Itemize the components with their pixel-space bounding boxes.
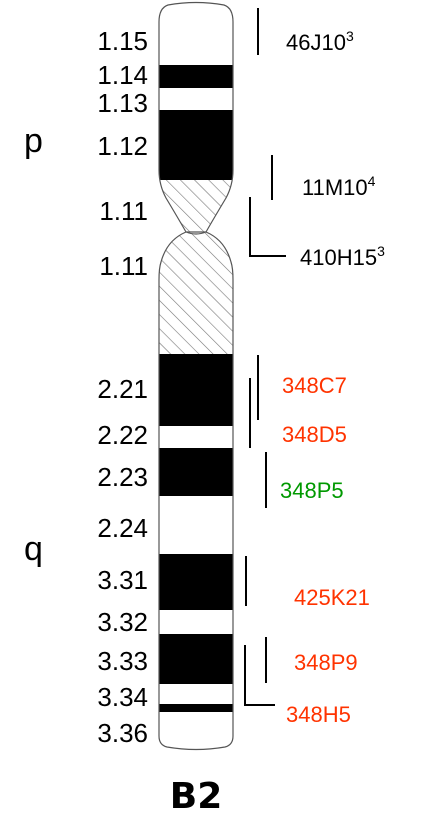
clone-name: 46J10 xyxy=(286,30,346,55)
band-q221 xyxy=(159,354,233,426)
band-p114 xyxy=(159,65,233,88)
q-arm-label: q xyxy=(24,530,43,568)
clone-label-348d5: 348D5 xyxy=(282,422,347,447)
clone-label-348p5: 348P5 xyxy=(280,478,344,503)
band-label: 2.23 xyxy=(97,462,148,492)
band-q111 xyxy=(159,232,233,354)
band-label: 1.14 xyxy=(97,60,148,90)
band-label: 1.11 xyxy=(99,196,148,226)
band-label: 3.31 xyxy=(97,565,148,595)
band-label: 3.32 xyxy=(97,607,148,637)
band-labels: 1.15 1.14 1.13 1.12 1.11 1.11 2.21 2.22 … xyxy=(97,26,148,748)
band-label: 3.36 xyxy=(97,718,148,748)
clone-label-348c7: 348C7 xyxy=(282,373,347,398)
band-p113 xyxy=(159,88,233,110)
band-label: 2.22 xyxy=(97,420,148,450)
band-p115 xyxy=(159,2,233,65)
band-label: 2.24 xyxy=(97,513,148,543)
clone-label-348p9: 348P9 xyxy=(294,650,358,675)
band-q334-white xyxy=(159,684,233,704)
band-label: 1.11 xyxy=(99,251,148,281)
q-arm-outline xyxy=(158,231,234,751)
p-arm xyxy=(159,2,233,232)
band-q331 xyxy=(159,554,233,610)
clone-label-425k21: 425K21 xyxy=(294,585,370,610)
band-label: 1.13 xyxy=(97,88,148,118)
q-arm xyxy=(159,232,233,750)
clone-markers xyxy=(244,8,286,706)
band-p112 xyxy=(159,110,233,180)
clone-bar-348h5 xyxy=(244,645,275,706)
clone-labels: 46J103 11M104 410H153 348C7 348D5 348P5 … xyxy=(280,28,385,727)
clone-name: 410H15 xyxy=(300,245,377,270)
band-q223 xyxy=(159,448,233,496)
band-q224 xyxy=(159,496,233,554)
p-arm-label: p xyxy=(24,122,43,160)
band-label: 1.15 xyxy=(97,26,148,56)
clone-label-410h15: 410H153 xyxy=(300,243,385,270)
band-p111 xyxy=(159,180,233,232)
band-label: 3.33 xyxy=(97,646,148,676)
band-label: 2.21 xyxy=(97,374,148,404)
band-q336 xyxy=(159,712,233,750)
band-q334-stripe xyxy=(159,704,233,712)
band-label: 1.12 xyxy=(97,131,148,161)
band-q333 xyxy=(159,634,233,684)
band-label: 3.34 xyxy=(97,682,148,712)
band-q222 xyxy=(159,426,233,448)
clone-bar-410h15 xyxy=(249,197,286,257)
clone-superscript: 3 xyxy=(346,28,354,44)
clone-superscript: 3 xyxy=(377,243,385,259)
chromosome-title: B2 xyxy=(170,776,223,817)
p-arm-outline xyxy=(158,1,234,233)
clone-label-46j10: 46J103 xyxy=(286,28,354,55)
clone-label-11m10: 11M104 xyxy=(302,173,376,200)
clone-superscript: 4 xyxy=(368,173,376,189)
band-q332 xyxy=(159,610,233,634)
clone-name: 11M10 xyxy=(302,175,368,200)
clone-label-348h5: 348H5 xyxy=(286,702,351,727)
